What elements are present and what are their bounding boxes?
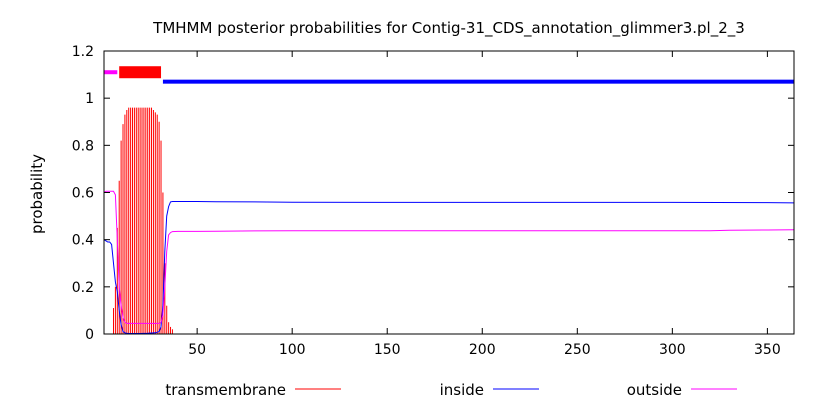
topology-transmembrane-segment [119, 66, 162, 79]
y-tick-label: 0.2 [72, 280, 94, 296]
y-tick-label: 1 [85, 91, 94, 107]
y-axis: 0 0.2 0.4 0.6 0.8 1 1.2 [72, 44, 794, 343]
y-tick-label: 1.2 [72, 44, 94, 60]
x-tick-label: 150 [374, 342, 401, 358]
chart-title: TMHMM posterior probabilities for Contig… [152, 19, 745, 38]
topology-outside-segment [104, 70, 118, 75]
y-tick-label: 0.8 [72, 138, 94, 154]
y-tick-label: 0.6 [72, 186, 94, 202]
transmembrane-impulses [113, 107, 173, 334]
x-tick-label: 200 [469, 342, 496, 358]
probability-lines [103, 190, 795, 334]
inside-line [103, 201, 795, 334]
y-tick-label: 0 [85, 327, 94, 343]
topology-inside-segment [162, 79, 795, 84]
x-tick-label: 50 [188, 342, 206, 358]
topology-bars [104, 66, 795, 84]
x-tick-label: 350 [754, 342, 781, 358]
x-tick-label: 250 [564, 342, 591, 358]
x-tick-label: 100 [279, 342, 306, 358]
legend-label-inside: inside [440, 381, 484, 399]
legend-label-outside: outside [627, 381, 682, 399]
x-axis: 50 100 150 200 250 300 350 [188, 51, 781, 358]
legend: transmembrane inside outside [165, 381, 737, 399]
plot-frame [103, 50, 795, 335]
outside-line [103, 190, 795, 324]
y-axis-title: probability [28, 154, 46, 234]
y-tick-label: 0.4 [72, 233, 94, 249]
x-tick-label: 300 [659, 342, 686, 358]
legend-label-transmembrane: transmembrane [165, 381, 286, 399]
